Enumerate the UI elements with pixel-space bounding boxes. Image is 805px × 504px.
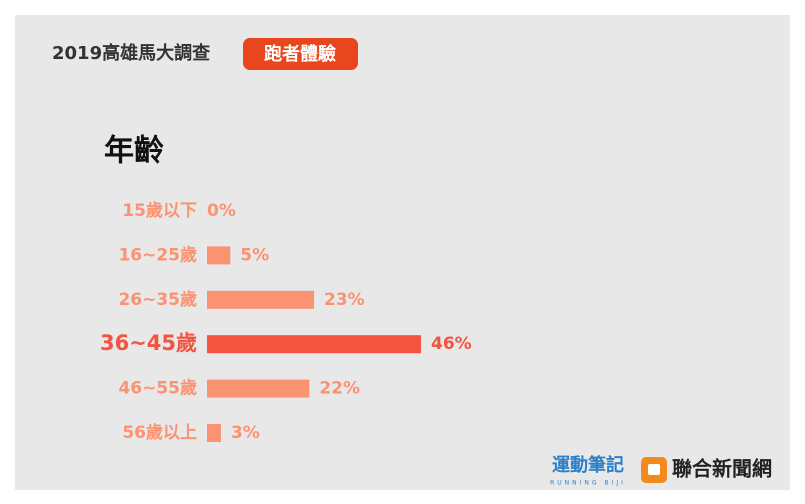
bar [207, 246, 231, 265]
category-label: 15歲以下 [122, 200, 197, 221]
value-label: 46% [431, 334, 472, 354]
chart-title: 年齡 [104, 134, 164, 169]
logo-running: 運動筆記 [552, 454, 624, 476]
bar [207, 379, 310, 398]
logo-icon-inner [648, 464, 660, 475]
badge: 跑者體驗 [264, 43, 336, 65]
bar [207, 424, 221, 442]
category-label: 16~25歲 [118, 244, 197, 265]
category-label: 36~45歲 [100, 331, 197, 355]
bar [207, 335, 421, 354]
badge-bg [243, 38, 358, 70]
category-label: 46~55歲 [118, 378, 197, 399]
category-label: 26~35歲 [118, 289, 197, 310]
value-label: 0% [207, 201, 236, 221]
value-label: 23% [324, 290, 365, 310]
bar [207, 290, 314, 309]
panel [15, 15, 790, 490]
logo-running-sub: RUNNING BIJI [550, 480, 626, 487]
value-label: 5% [240, 245, 269, 265]
header: 2019高雄馬大調查 [52, 42, 210, 64]
logo-udn: 聯合新聞網 [672, 457, 772, 481]
value-label: 22% [319, 379, 360, 399]
category-label: 56歲以上 [122, 422, 197, 443]
value-label: 3% [231, 423, 260, 443]
